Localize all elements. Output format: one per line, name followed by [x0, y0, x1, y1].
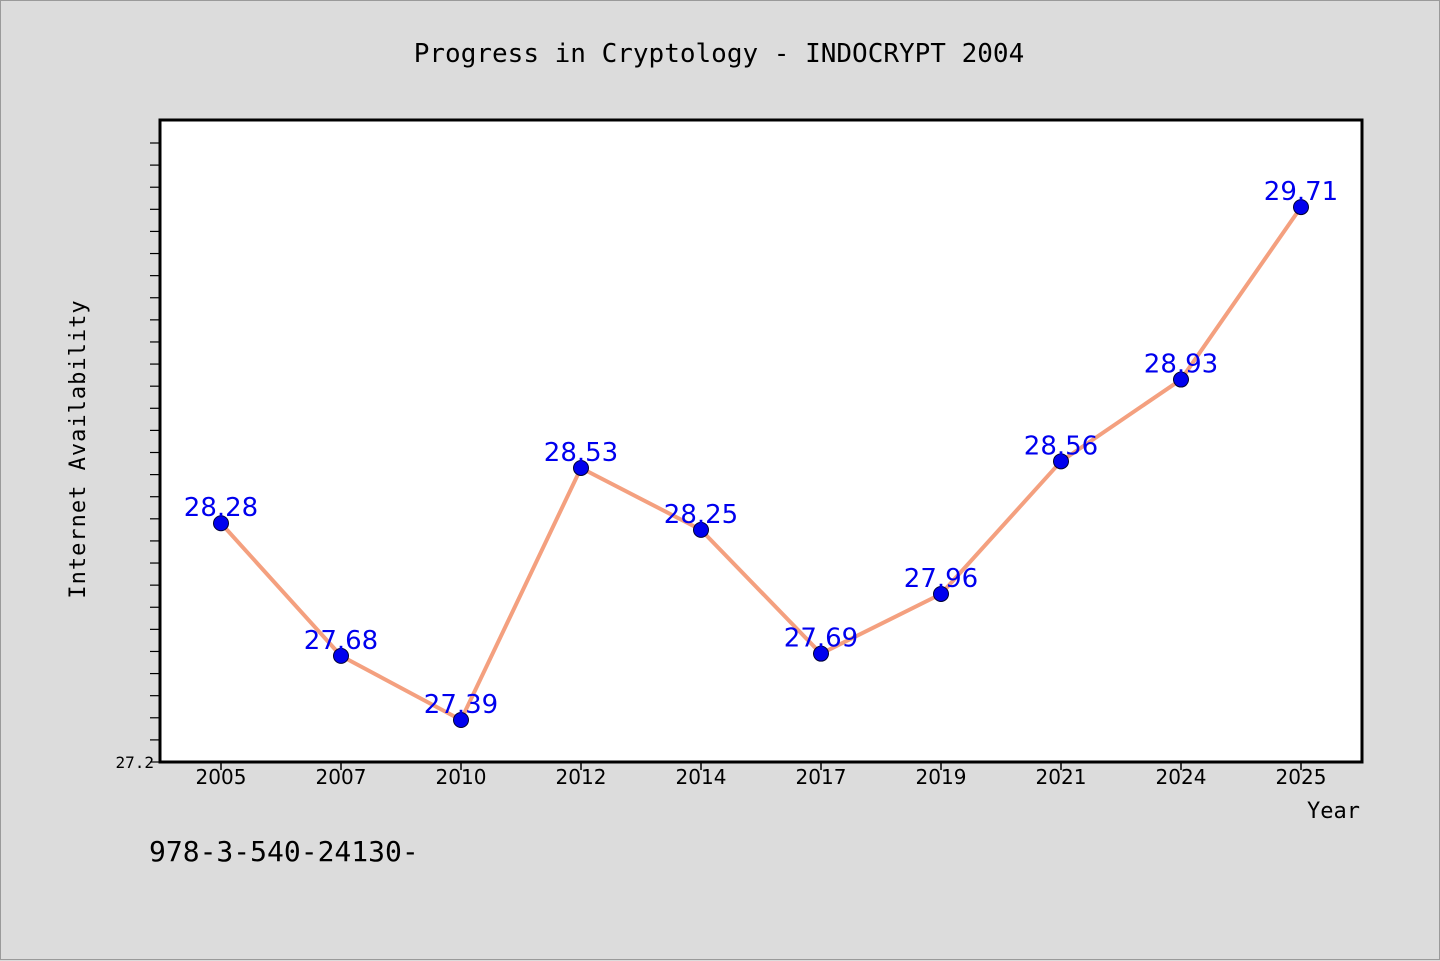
data-point [1053, 453, 1069, 470]
x-tick-label: 2014 [676, 765, 727, 789]
data-label: 27.68 [304, 626, 378, 656]
data-point [813, 645, 829, 662]
data-point [693, 521, 709, 538]
x-tick-label: 2021 [1036, 765, 1087, 789]
data-label: 28.28 [184, 493, 258, 523]
data-label: 27.39 [424, 690, 498, 720]
x-tick-label: 2024 [1156, 765, 1207, 789]
y-tick-label: 27.2 [115, 753, 154, 772]
x-tick-label: 2019 [916, 765, 967, 789]
footer-isbn-text: 978-3-540-24130- [149, 835, 419, 868]
data-point [453, 711, 469, 728]
data-label: 27.69 [784, 624, 858, 654]
data-point [933, 585, 949, 602]
data-label: 28.53 [544, 438, 618, 468]
x-tick-label: 2012 [556, 765, 607, 789]
x-axis-label: Year [1307, 799, 1360, 824]
data-point [213, 515, 229, 532]
data-label: 28.93 [1144, 350, 1218, 380]
x-tick-label: 2005 [196, 765, 247, 789]
x-axis-ticks: 2005 2007 2010 2012 2014 2017 2019 2021 2024 2025 [196, 762, 1327, 789]
x-tick-label: 2007 [316, 765, 367, 789]
x-tick-label: 2010 [436, 765, 487, 789]
data-point [573, 459, 589, 476]
series-layer: 28.28 27.68 27.39 28.53 28.25 27.69 27.96 28.56… [184, 177, 1338, 728]
data-label: 28.56 [1024, 431, 1098, 461]
y-axis-ticks: 27.2 [115, 142, 160, 772]
data-point [1173, 371, 1189, 388]
chart-title: Progress in Cryptology - INDOCRYPT 2004 [414, 39, 1024, 69]
y-axis-label: Internet Availability [66, 299, 91, 598]
data-label: 27.96 [904, 564, 978, 594]
plot-area [158, 118, 1364, 764]
x-tick-label: 2017 [796, 765, 847, 789]
data-point [1293, 199, 1309, 216]
series-line [219, 205, 1303, 722]
x-tick-label: 2025 [1276, 765, 1327, 789]
data-point [333, 647, 349, 664]
data-label: 29.71 [1264, 177, 1338, 207]
data-label: 28.25 [664, 500, 738, 530]
